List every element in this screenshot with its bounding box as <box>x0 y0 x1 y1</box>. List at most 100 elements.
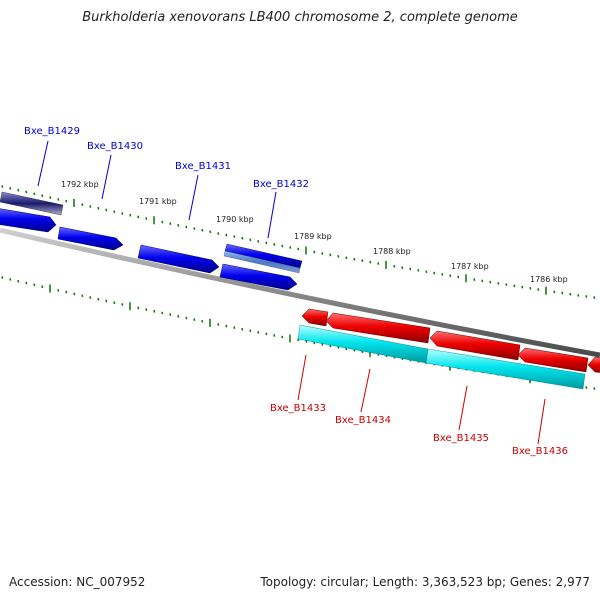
reverse-feature-bar <box>425 348 586 390</box>
minor-tick <box>49 196 52 199</box>
minor-tick <box>217 323 220 326</box>
minor-tick <box>433 271 436 275</box>
minor-tick <box>585 295 588 298</box>
minor-tick <box>241 327 244 331</box>
forward-feature-light <box>223 250 301 274</box>
minor-tick <box>353 257 356 261</box>
minor-tick <box>489 280 492 284</box>
minor-tick <box>289 246 292 249</box>
minor-tick <box>81 294 84 298</box>
minor-tick <box>233 326 236 330</box>
minor-tick <box>17 279 20 283</box>
minor-tick <box>97 206 100 210</box>
gene-label-leader <box>267 191 277 239</box>
minor-tick <box>569 292 572 296</box>
minor-tick <box>225 233 228 237</box>
minor-tick <box>225 324 228 328</box>
minor-tick <box>9 186 12 190</box>
minor-tick <box>121 303 124 306</box>
minor-tick <box>273 334 276 337</box>
minor-tick <box>201 319 204 323</box>
minor-tick <box>185 225 188 229</box>
scale-label: 1787 kbp <box>451 262 489 271</box>
minor-tick <box>457 275 460 279</box>
minor-tick <box>321 252 324 255</box>
minor-tick <box>417 269 420 272</box>
minor-tick <box>329 253 332 257</box>
minor-tick <box>497 282 500 285</box>
minor-tick <box>561 291 564 295</box>
minor-tick <box>161 220 164 224</box>
minor-tick <box>209 230 212 234</box>
minor-tick <box>313 250 316 254</box>
gene-label: Bxe_B1429 <box>24 126 80 137</box>
scale-label: 1791 kbp <box>139 197 177 206</box>
minor-tick <box>177 314 180 318</box>
minor-tick <box>337 254 340 258</box>
minor-tick <box>25 281 28 285</box>
minor-tick <box>25 190 28 194</box>
minor-tick <box>441 273 444 276</box>
minor-tick <box>593 387 596 391</box>
gene-label: Bxe_B1434 <box>335 415 391 426</box>
minor-tick <box>217 232 220 235</box>
minor-tick <box>57 288 60 292</box>
minor-tick <box>193 227 196 231</box>
minor-tick <box>1 185 4 188</box>
scale-label: 1792 kbp <box>61 180 99 189</box>
reverse-gene-arrow <box>429 330 521 361</box>
gene-label: Bxe_B1435 <box>433 433 489 444</box>
gene-label-leader <box>537 398 546 445</box>
minor-tick <box>409 267 412 271</box>
minor-tick <box>97 297 100 301</box>
minor-tick <box>537 288 540 291</box>
forward-gene-arrow <box>0 208 57 233</box>
minor-tick <box>513 284 516 288</box>
minor-tick <box>1 276 4 279</box>
minor-tick <box>361 259 364 263</box>
minor-tick <box>41 194 44 198</box>
forward-genes-track <box>0 191 303 291</box>
minor-tick <box>201 228 204 232</box>
minor-tick <box>17 188 20 192</box>
minor-tick <box>521 285 524 289</box>
reverse-genes-track <box>297 308 600 390</box>
minor-tick <box>449 274 452 278</box>
reverse-gene-arrow <box>325 312 431 344</box>
minor-tick <box>273 243 276 246</box>
scale-label: 1790 kbp <box>216 215 254 224</box>
minor-tick <box>137 215 140 219</box>
scale-label: 1788 kbp <box>373 247 411 256</box>
minor-tick <box>377 262 380 265</box>
accession-text: Accession: NC_007952 <box>9 575 146 589</box>
gene-label: Bxe_B1432 <box>253 179 309 190</box>
minor-tick <box>281 335 284 339</box>
minor-tick <box>113 301 116 305</box>
minor-tick <box>257 239 260 243</box>
minor-tick <box>161 311 164 315</box>
minor-tick <box>265 332 268 336</box>
gene-label: Bxe_B1430 <box>87 141 143 152</box>
forward-gene-arrow <box>57 226 124 251</box>
minor-tick <box>73 292 76 296</box>
minor-tick <box>121 212 124 215</box>
gene-label-leader <box>458 385 468 431</box>
reverse-gene-arrow <box>301 308 329 327</box>
minor-tick <box>401 266 404 270</box>
scale-label: 1786 kbp <box>530 275 568 284</box>
scale-ticks <box>1 185 596 391</box>
minor-tick <box>169 313 172 317</box>
minor-tick <box>345 256 348 260</box>
minor-tick <box>65 199 68 203</box>
minor-tick <box>185 316 188 320</box>
gene-label: Bxe_B1431 <box>175 161 231 172</box>
gene-label-leader <box>37 140 49 187</box>
minor-tick <box>281 244 284 248</box>
minor-tick <box>425 270 428 274</box>
minor-tick <box>57 197 60 201</box>
minor-tick <box>9 277 12 281</box>
minor-tick <box>145 308 148 312</box>
minor-tick <box>137 306 140 310</box>
minor-tick <box>249 238 252 242</box>
forward-feature-dark <box>0 191 64 216</box>
